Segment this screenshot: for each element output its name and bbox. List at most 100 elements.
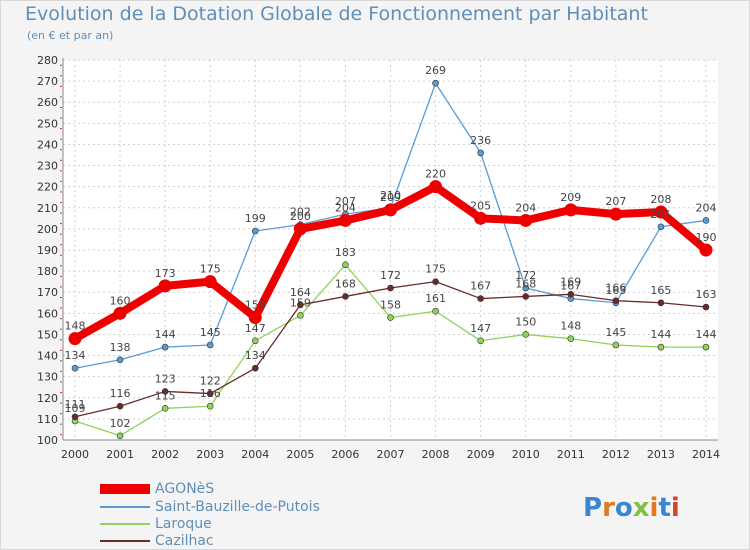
x-tick-label: 2003: [196, 448, 224, 461]
data-point: [477, 149, 484, 157]
y-tick-label: 130: [37, 371, 58, 384]
data-label: 165: [605, 284, 626, 297]
y-tick-label: 120: [37, 392, 58, 405]
data-point: [654, 205, 668, 219]
x-tick-label: 2007: [377, 448, 405, 461]
legend-label: Laroque: [155, 516, 212, 532]
data-label: 204: [335, 201, 356, 214]
x-tick-label: 2000: [61, 448, 89, 461]
data-label: 158: [380, 299, 401, 312]
data-label: 163: [696, 288, 717, 301]
data-label: 145: [200, 326, 221, 339]
data-point: [68, 332, 82, 346]
data-label: 166: [605, 282, 626, 295]
data-point: [116, 402, 124, 410]
data-point: [522, 293, 530, 300]
data-label: 173: [155, 267, 176, 280]
data-point: [432, 79, 439, 87]
data-label: 147: [245, 322, 266, 335]
data-point: [206, 341, 214, 349]
data-label: 207: [335, 195, 356, 208]
data-label: 115: [155, 389, 176, 402]
data-label: 168: [335, 277, 356, 290]
data-point: [432, 278, 439, 285]
proxiti-logo: Proxiti: [583, 493, 680, 523]
y-tick-label: 210: [37, 202, 58, 215]
data-point: [161, 343, 169, 351]
y-tick-label: 270: [37, 75, 58, 88]
x-tick-label: 2010: [512, 448, 540, 461]
data-point: [342, 293, 349, 300]
data-label: 175: [200, 263, 221, 276]
data-label: 236: [470, 134, 491, 147]
data-point: [384, 203, 397, 217]
data-label: 144: [696, 328, 717, 341]
data-label: 148: [65, 320, 86, 333]
y-tick-label: 150: [37, 328, 58, 341]
data-point: [522, 284, 530, 292]
data-label: 269: [425, 64, 446, 77]
data-point: [702, 303, 710, 311]
data-label: 134: [245, 349, 266, 362]
x-tick-label: 2008: [422, 448, 450, 461]
data-label: 138: [110, 341, 131, 354]
data-point: [251, 227, 259, 235]
data-point: [161, 388, 169, 395]
data-point: [432, 307, 439, 315]
legend-label: Saint-Bauzille-de-Putois: [155, 499, 320, 515]
y-tick-label: 240: [37, 138, 58, 151]
data-label: 150: [515, 315, 536, 328]
data-point: [702, 217, 710, 224]
data-label: 134: [65, 349, 86, 362]
x-tick-label: 2014: [692, 448, 720, 461]
data-label: 204: [515, 201, 536, 214]
y-tick-label: 230: [37, 160, 58, 173]
legend-label: Cazilhac: [155, 533, 214, 549]
y-tick-label: 110: [37, 413, 58, 426]
data-point: [251, 337, 259, 345]
data-label: 145: [605, 326, 626, 339]
y-tick-label: 170: [37, 286, 58, 299]
data-point: [477, 295, 484, 302]
data-label: 167: [560, 280, 581, 293]
data-point: [567, 291, 575, 298]
data-label: 209: [560, 191, 581, 204]
y-tick-label: 160: [37, 307, 58, 320]
data-point: [657, 223, 665, 231]
data-label: 161: [425, 292, 446, 305]
data-label: 205: [470, 199, 491, 212]
data-label: 199: [245, 212, 266, 225]
data-point: [342, 261, 349, 269]
data-label: 207: [605, 195, 626, 208]
data-label: 144: [650, 328, 671, 341]
data-point: [612, 341, 620, 349]
data-point: [612, 297, 620, 304]
data-point: [429, 180, 443, 194]
data-label: 175: [425, 263, 446, 276]
y-tick-label: 250: [37, 117, 58, 130]
data-label: 123: [155, 372, 176, 385]
data-label: 202: [290, 206, 311, 219]
data-label: 159: [290, 296, 311, 309]
x-tick-label: 2012: [602, 448, 630, 461]
data-point: [699, 243, 713, 257]
legend-label: AGONèS: [155, 481, 214, 497]
y-tick-label: 220: [37, 181, 58, 194]
data-label: 102: [110, 417, 131, 430]
data-label: 208: [650, 193, 671, 206]
data-label: 169: [560, 275, 581, 288]
x-tick-label: 2001: [106, 448, 134, 461]
data-label: 168: [515, 277, 536, 290]
data-label: 209: [380, 191, 401, 204]
data-point: [297, 312, 304, 319]
chart-title: Evolution de la Dotation Globale de Fonc…: [25, 3, 648, 25]
data-point: [248, 311, 262, 325]
data-label: 116: [110, 387, 131, 400]
data-label: 158: [245, 299, 266, 312]
data-label: 200: [290, 210, 311, 223]
data-label: 204: [696, 201, 717, 214]
data-point: [657, 343, 665, 351]
data-point: [206, 390, 214, 397]
data-point: [203, 275, 217, 289]
x-tick-label: 2006: [331, 448, 359, 461]
